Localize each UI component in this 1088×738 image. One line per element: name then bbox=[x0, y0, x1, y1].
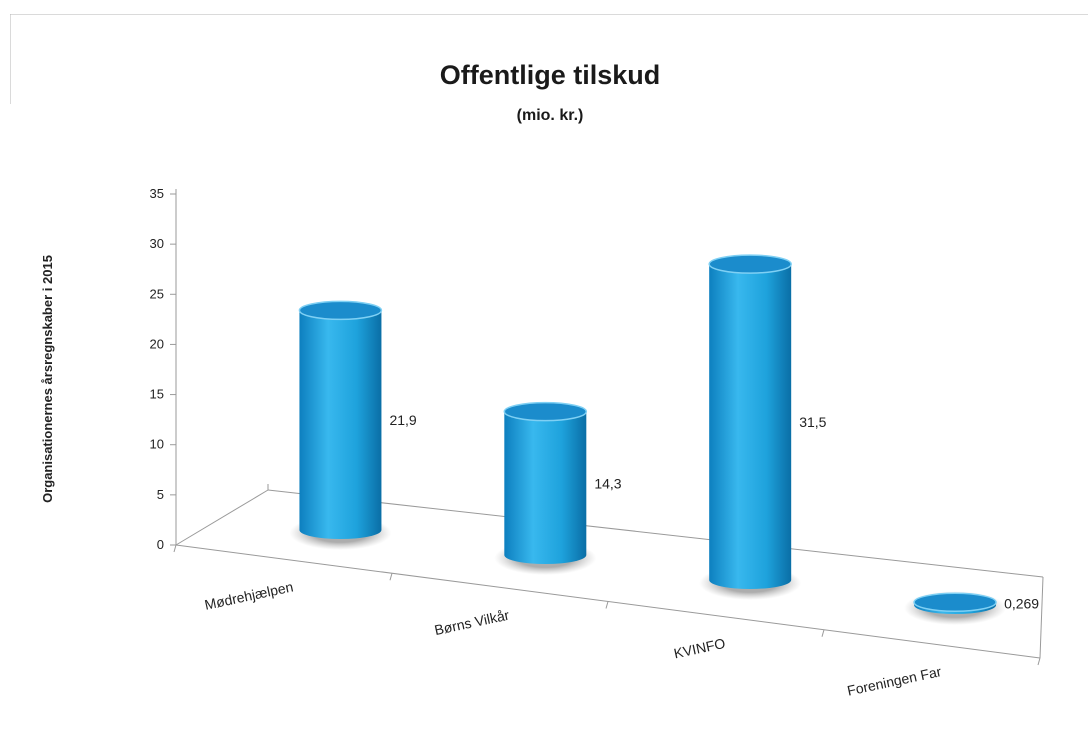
floor-back-line bbox=[267, 489, 1044, 578]
data-label: 0,269 bbox=[1004, 596, 1039, 612]
floor-left-edge bbox=[175, 489, 269, 546]
y-tick-label: 15 bbox=[150, 387, 164, 402]
data-label: 21,9 bbox=[389, 412, 416, 428]
chart-subtitle: (mio. kr.) bbox=[517, 107, 584, 124]
category-label: Børns Vilkår bbox=[433, 607, 511, 639]
y-tick-label: 5 bbox=[157, 487, 164, 502]
y-axis-label: Organisationernes årsregnskaber i 2015 bbox=[40, 255, 55, 503]
bar-cylinder bbox=[709, 264, 792, 589]
data-labels: 21,9 14,3 31,5 0,269 bbox=[389, 412, 1039, 611]
x-tick-mark bbox=[173, 544, 177, 553]
floor-right-edge bbox=[1039, 576, 1044, 659]
x-tick-mark bbox=[389, 573, 393, 581]
bar-top-cap bbox=[708, 254, 792, 274]
x-tick-mark bbox=[605, 601, 609, 609]
y-tick-label: 30 bbox=[150, 236, 164, 251]
category-label: Mødrehjælpen bbox=[203, 578, 295, 612]
bar-top-cap bbox=[503, 401, 588, 422]
y-axis-ticks: 0 5 10 15 20 25 30 35 bbox=[150, 186, 176, 552]
bar-top-cap bbox=[298, 300, 383, 321]
x-tick-mark bbox=[1037, 657, 1041, 666]
x-axis-ticks bbox=[173, 544, 1041, 666]
y-tick-label: 20 bbox=[150, 336, 164, 351]
bar-top-cap bbox=[913, 592, 997, 613]
chart-frame: Offentlige tilskud (mio. kr.) Organisati… bbox=[10, 14, 1088, 738]
category-label: Foreningen Far bbox=[846, 663, 943, 699]
data-label: 14,3 bbox=[594, 475, 621, 491]
x-tick-mark bbox=[821, 629, 825, 637]
category-label: KVINFO bbox=[672, 635, 726, 662]
bar-cylinder bbox=[504, 411, 587, 564]
data-label: 31,5 bbox=[799, 414, 826, 430]
y-tick-label: 25 bbox=[150, 286, 164, 301]
chart-title: Offentlige tilskud bbox=[440, 60, 661, 90]
y-tick-label: 0 bbox=[157, 537, 164, 552]
bar-cylinder bbox=[299, 310, 382, 539]
y-tick-label: 35 bbox=[150, 186, 164, 201]
chart-canvas: Offentlige tilskud (mio. kr.) Organisati… bbox=[10, 14, 1088, 699]
y-tick-label: 10 bbox=[150, 437, 164, 452]
axis-structure bbox=[175, 189, 1044, 659]
bars-group bbox=[289, 254, 1007, 625]
